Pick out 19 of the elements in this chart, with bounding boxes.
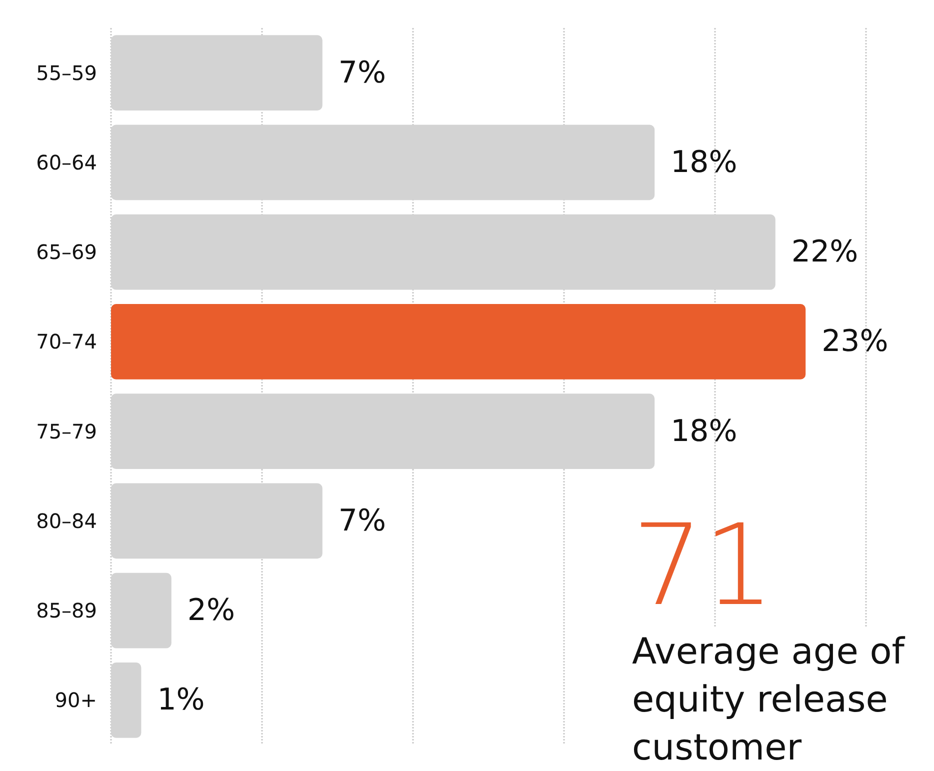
- data-label: 18%: [670, 414, 738, 449]
- y-tick-label: 55–59: [36, 60, 97, 85]
- annotation: Average age of equity release customer: [632, 632, 916, 768]
- data-label: 23%: [822, 324, 888, 360]
- y-tick-label: 65–69: [36, 240, 97, 264]
- y-tick-label: 70–74: [36, 330, 97, 354]
- data-label: 7%: [338, 55, 386, 90]
- bar: [111, 304, 806, 380]
- y-tick-label: 90+: [54, 688, 97, 712]
- y-tick-label: 75–79: [36, 419, 97, 444]
- data-label: 18%: [670, 144, 738, 180]
- data-label: 1%: [157, 682, 205, 718]
- y-tick-label: 80–84: [36, 508, 97, 533]
- data-label: 2%: [187, 593, 235, 628]
- data-label: 22%: [791, 234, 858, 270]
- y-tick-label: 85–89: [36, 598, 97, 623]
- y-tick-label: 60–64: [36, 150, 97, 174]
- data-label: 7%: [338, 503, 386, 538]
- annotation: 71: [632, 501, 775, 631]
